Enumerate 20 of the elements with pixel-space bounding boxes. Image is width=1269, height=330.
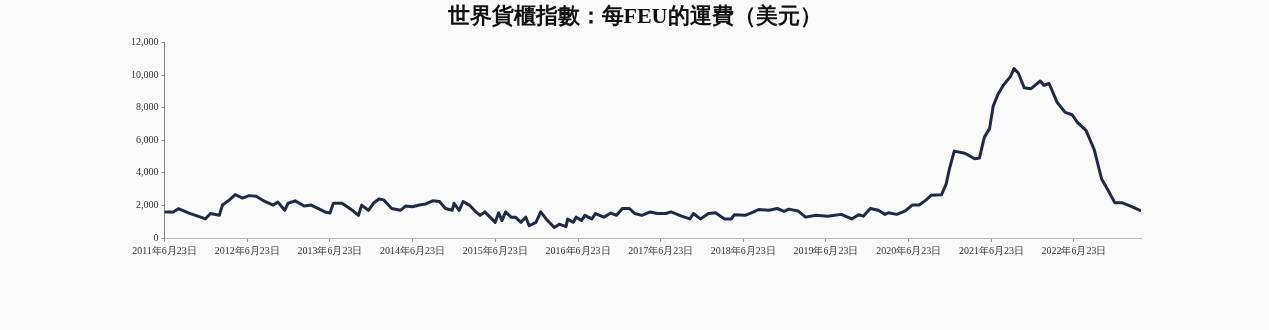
y-tick-label: 12,000 (131, 36, 159, 48)
x-tick-label: 2014年6月23日 (380, 244, 446, 256)
y-tick-label: 0 (153, 231, 159, 243)
x-tick-label: 2020年6月23日 (876, 244, 942, 256)
x-tick-label: 2015年6月23日 (462, 244, 528, 256)
x-tick-label: 2016年6月23日 (545, 244, 611, 256)
x-tick-label: 2012年6月23日 (214, 244, 280, 256)
x-tick-label: 2018年6月23日 (710, 244, 776, 256)
x-tick-label: 2011年6月23日 (132, 244, 197, 256)
y-tick-label: 8,000 (136, 101, 159, 113)
x-tick-label: 2019年6月23日 (793, 244, 859, 256)
y-tick-label: 6,000 (136, 133, 159, 145)
x-tick-label: 2022年6月23日 (1041, 244, 1107, 256)
x-tick-label: 2021年6月23日 (958, 244, 1024, 256)
y-tick-label: 4,000 (136, 166, 159, 178)
x-tick-label: 2013年6月23日 (297, 244, 363, 256)
y-tick-label: 2,000 (136, 199, 159, 211)
y-tick-label: 10,000 (131, 68, 159, 80)
chart-title: 世界貨櫃指數：每FEU的運費（美元） (446, 2, 822, 28)
x-tick-label: 2017年6月23日 (628, 244, 694, 256)
